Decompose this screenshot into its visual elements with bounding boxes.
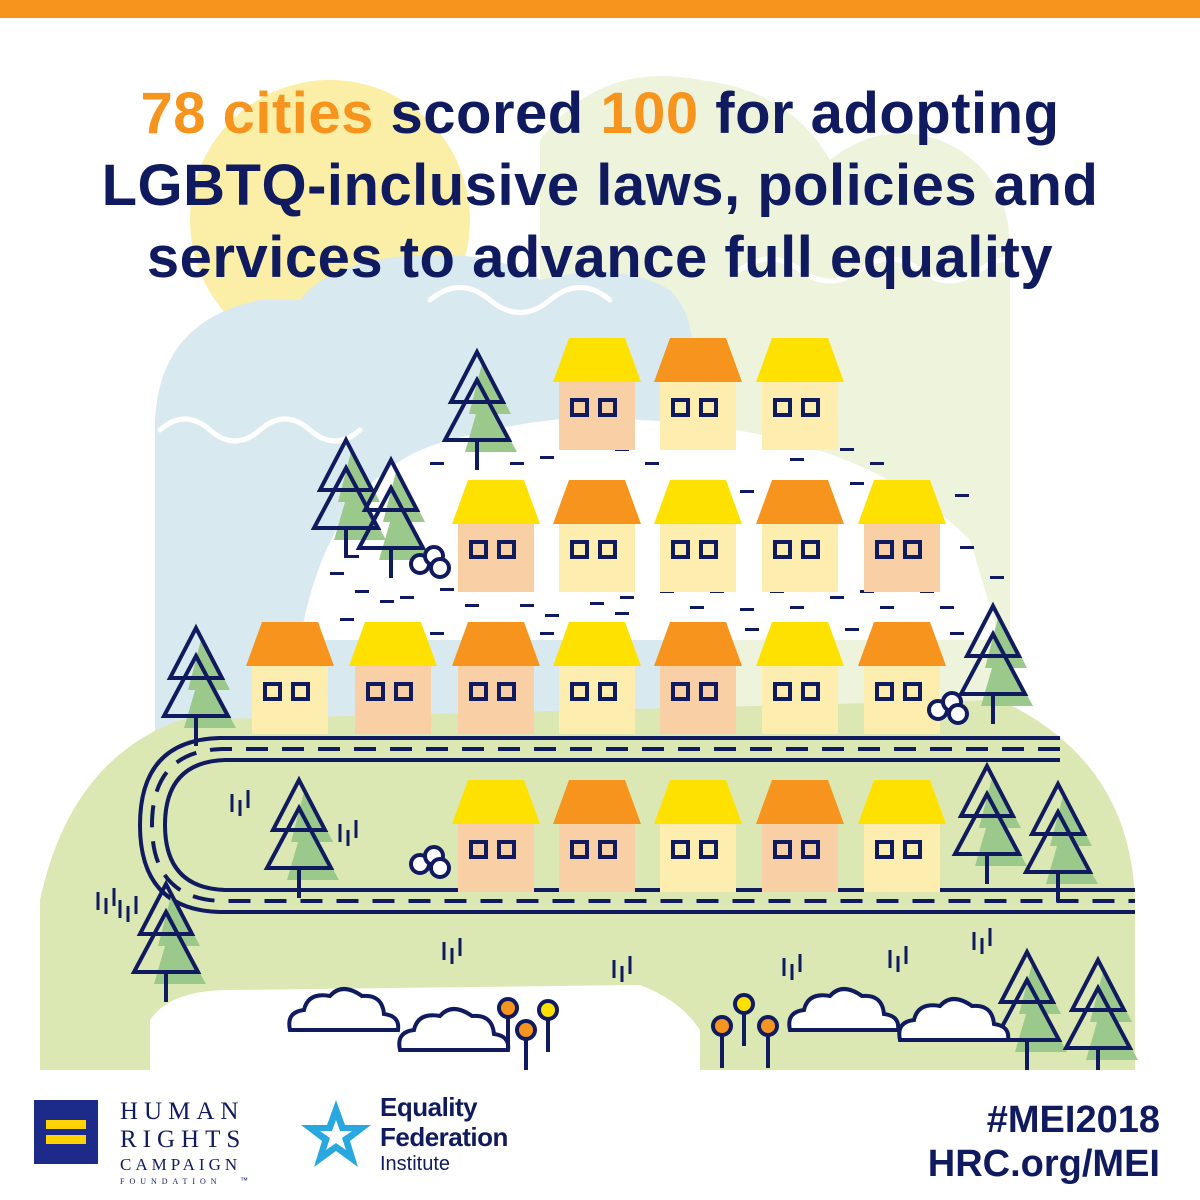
hrc-line-3: CAMPAIGN — [120, 1155, 242, 1174]
house-icon — [450, 778, 542, 894]
hrc-wordmark: HUMAN RIGHTS CAMPAIGN FOUNDATION — [120, 1098, 246, 1188]
headline-line-1: 78 cities scored 100 for adopting — [0, 78, 1200, 150]
footer: HUMAN RIGHTS CAMPAIGN FOUNDATION ™ Equal… — [0, 1070, 1200, 1200]
star-logo-icon — [301, 1100, 371, 1167]
house-icon — [551, 778, 643, 894]
efi-line-2: Federation — [380, 1122, 508, 1152]
efi-line-3: Institute — [380, 1153, 451, 1175]
town-illustration — [40, 76, 1140, 1070]
headline-text: scored — [373, 81, 601, 146]
house-icon — [551, 620, 643, 736]
headline: 78 cities scored 100 for adopting LGBTQ-… — [0, 78, 1200, 294]
wave-lines — [157, 256, 1043, 444]
efi-line-1: Equality — [380, 1092, 478, 1122]
house-icon — [450, 620, 542, 736]
hrc-line-1: HUMAN — [120, 1098, 245, 1125]
house-icon — [754, 620, 846, 736]
top-accent-bar — [0, 0, 1200, 18]
hrc-line-2: RIGHTS — [120, 1126, 247, 1153]
house-icon — [244, 620, 336, 736]
house-icon — [754, 778, 846, 894]
trademark-symbol: ™ — [240, 1176, 248, 1185]
house-icon — [856, 778, 948, 894]
headline-highlight-cities: 78 cities — [140, 81, 374, 146]
house-icon — [652, 778, 744, 894]
house-icon — [450, 478, 542, 594]
house-icon — [652, 336, 744, 452]
efi-wordmark: Equality Federation Institute — [380, 1092, 508, 1176]
headline-text: for adopting — [698, 81, 1060, 146]
headline-line-2: LGBTQ-inclusive laws, policies and — [101, 153, 1099, 218]
house-icon — [856, 478, 948, 594]
hrc-line-4: FOUNDATION — [120, 1177, 222, 1186]
road — [137, 736, 1135, 914]
house-icon — [551, 478, 643, 594]
campaign-links: #MEI2018 HRC.org/MEI — [928, 1098, 1160, 1186]
house-icon — [652, 478, 744, 594]
house-icon — [754, 478, 846, 594]
headline-highlight-score: 100 — [600, 81, 699, 146]
equal-sign-logo-icon — [34, 1100, 98, 1164]
house-icon — [652, 620, 744, 736]
house-icon — [347, 620, 439, 736]
house-icon — [754, 336, 846, 452]
hashtag: #MEI2018 — [986, 1099, 1160, 1141]
website-url: HRC.org/MEI — [927, 1143, 1160, 1185]
house-icon — [551, 336, 643, 452]
headline-line-3: services to advance full equality — [146, 225, 1054, 290]
